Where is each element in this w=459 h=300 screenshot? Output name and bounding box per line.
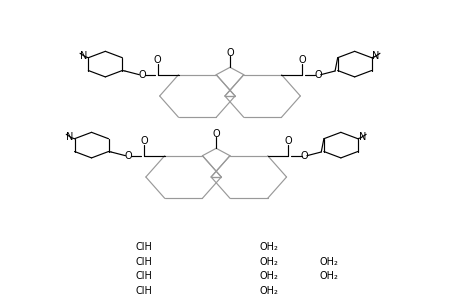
Text: OH₂: OH₂ (319, 271, 338, 281)
Text: N: N (372, 51, 379, 61)
Text: O: O (212, 129, 219, 139)
Text: OH₂: OH₂ (319, 257, 338, 267)
Text: OH₂: OH₂ (259, 286, 278, 296)
Text: ClH: ClH (135, 257, 152, 267)
Text: O: O (300, 151, 308, 161)
Text: O: O (313, 70, 321, 80)
Text: ClH: ClH (135, 271, 152, 281)
Text: N: N (66, 132, 73, 142)
Text: N: N (80, 51, 87, 61)
Text: O: O (140, 136, 147, 146)
Text: O: O (226, 48, 233, 58)
Text: OH₂: OH₂ (259, 271, 278, 281)
Text: O: O (138, 70, 146, 80)
Text: OH₂: OH₂ (259, 242, 278, 253)
Text: ClH: ClH (135, 242, 152, 253)
Text: ClH: ClH (135, 286, 152, 296)
Text: O: O (124, 151, 132, 161)
Text: OH₂: OH₂ (259, 257, 278, 267)
Text: N: N (358, 132, 365, 142)
Text: O: O (154, 55, 161, 65)
Text: O: O (284, 136, 291, 146)
Text: O: O (298, 55, 305, 65)
